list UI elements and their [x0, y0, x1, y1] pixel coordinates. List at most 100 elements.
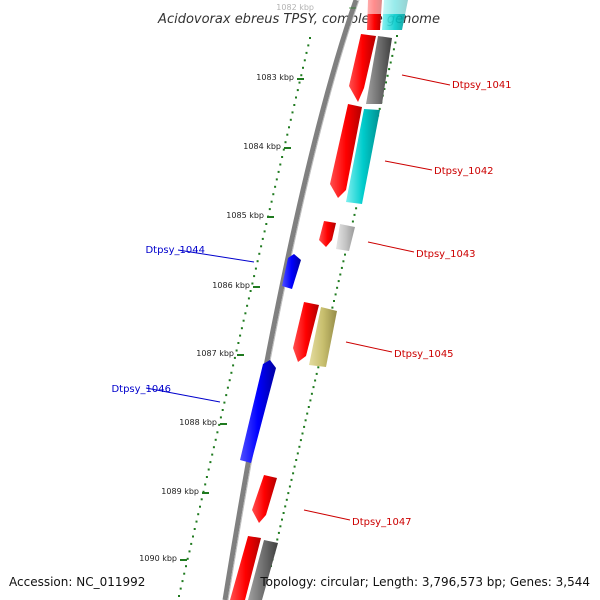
scale-tick-label: 1090 kbp: [139, 554, 177, 563]
scale-dot-left: [247, 297, 250, 300]
feature-1045-red: [293, 302, 319, 362]
scale-dot-right: [339, 273, 342, 276]
scale-dot-left: [193, 528, 196, 530]
scale-tick-label: 1088 kbp: [179, 418, 217, 427]
gene-label-dtpsy-1041: Dtpsy_1041: [401, 74, 512, 91]
feature-bottom-grey: [248, 540, 278, 600]
gene-label-text: Dtpsy_1044: [145, 245, 205, 256]
scale-dot-right: [301, 432, 304, 435]
scale-dot-right: [344, 253, 346, 256]
scale-dot-right: [303, 425, 306, 428]
scale-dot-right: [288, 485, 291, 488]
scale-dot-right: [304, 419, 307, 422]
scale-dot-left: [218, 423, 221, 426]
scale-dot-right: [396, 35, 398, 37]
scale-dot-left: [282, 148, 285, 151]
scale-dot-right: [298, 445, 301, 448]
gene-label-dtpsy-1047: Dtpsy_1047: [303, 509, 412, 528]
gene-label-dtpsy-1043: Dtpsy_1043: [367, 241, 476, 260]
scale-dot-right: [337, 280, 340, 283]
leader-line: [384, 160, 433, 171]
scale-dot-left: [178, 595, 180, 597]
scale-dot-left: [181, 580, 184, 583]
scale-dot-left: [223, 401, 226, 404]
feature-1046-blue: [240, 360, 276, 463]
scale-dot-left: [263, 230, 266, 233]
leader-line: [177, 249, 255, 263]
scale-dot-right: [314, 379, 317, 382]
scale-dot-left: [305, 51, 308, 54]
gene-label-text: Dtpsy_1041: [452, 80, 512, 91]
scale-tick-label: 1082 kbp: [276, 3, 314, 12]
scale-dot-left: [265, 223, 268, 225]
scale-dot-right: [310, 392, 313, 395]
gene-label-text: Dtpsy_1043: [416, 249, 476, 260]
scale-dot-right: [391, 54, 394, 57]
scale-dot-left: [225, 394, 228, 397]
scale-tick-label: 1083 kbp: [256, 73, 294, 82]
scale-dot-left: [256, 260, 259, 263]
scale-dot-left: [279, 163, 282, 166]
scale-dot-right: [315, 372, 318, 375]
scale-dot-left: [258, 252, 261, 255]
scale-dot-right: [276, 538, 279, 541]
scale-dot-left: [202, 490, 205, 493]
scale-tick: 1084 kbp: [243, 142, 291, 151]
scale-dot-left: [298, 81, 301, 84]
scale-tick-mark: [202, 492, 209, 494]
feature-bottom-red: [230, 536, 261, 600]
scale-tick-mark: [349, 7, 356, 9]
features: [230, 0, 410, 600]
scale-dot-right: [293, 465, 296, 468]
scale-dot-left: [183, 572, 186, 575]
gene-label-text: Dtpsy_1042: [434, 166, 494, 177]
scale-dot-right: [295, 459, 298, 461]
scale-dot-right: [290, 478, 293, 481]
scale-dot-left: [303, 59, 306, 62]
scale-dot-left: [309, 37, 311, 39]
feature-1041-grey: [366, 36, 392, 104]
feature-1044-blue: [282, 254, 301, 289]
scale-dot-left: [190, 542, 193, 545]
scale-tick-mark: [253, 286, 260, 288]
scale-dot-left: [188, 550, 191, 553]
gene-label-text: Dtpsy_1045: [394, 349, 454, 360]
scale-dot-left: [261, 237, 264, 240]
scale-dot-left: [291, 111, 294, 114]
scale-dot-right: [285, 498, 288, 501]
scale-dot-left: [239, 334, 242, 337]
scale-dot-left: [295, 96, 297, 99]
feature-1041-red: [349, 34, 376, 102]
gene-label-dtpsy-1042: Dtpsy_1042: [384, 160, 494, 177]
leader-line: [345, 341, 393, 353]
scale-dot-right: [340, 266, 343, 269]
scale-track-left: [178, 37, 311, 597]
scale-tick-mark: [237, 354, 244, 356]
scale-dot-right: [378, 107, 381, 110]
gene-label-dtpsy-1046: Dtpsy_1046: [111, 384, 221, 403]
scale-dot-left: [302, 66, 304, 69]
scale-tick: 1083 kbp: [256, 73, 304, 82]
scale-dot-left: [260, 245, 263, 248]
accession-text: Accession: NC_011992: [9, 575, 145, 589]
scale-dot-left: [230, 371, 233, 374]
gene-label-text: Dtpsy_1047: [352, 517, 412, 528]
scale-dot-right: [277, 531, 280, 534]
scale-tick: 1082 kbp: [276, 3, 356, 12]
scale-tick: 1090 kbp: [139, 554, 187, 563]
scale-tick: 1089 kbp: [161, 487, 209, 496]
scale-dot-right: [333, 300, 335, 302]
scale-dot-right: [292, 472, 295, 475]
scale-dot-right: [299, 439, 302, 442]
scale-dot-left: [307, 44, 310, 47]
scale-dot-left: [216, 431, 219, 434]
scale-dot-right: [342, 260, 345, 263]
gene-label-dtpsy-1045: Dtpsy_1045: [345, 341, 454, 360]
scale-tick-label: 1084 kbp: [243, 142, 281, 151]
feature-1047-red: [252, 475, 277, 523]
scale-dot-left: [233, 356, 236, 359]
scale-dot-left: [274, 185, 277, 188]
leader-line: [367, 241, 415, 253]
scale-dot-right: [282, 512, 285, 514]
